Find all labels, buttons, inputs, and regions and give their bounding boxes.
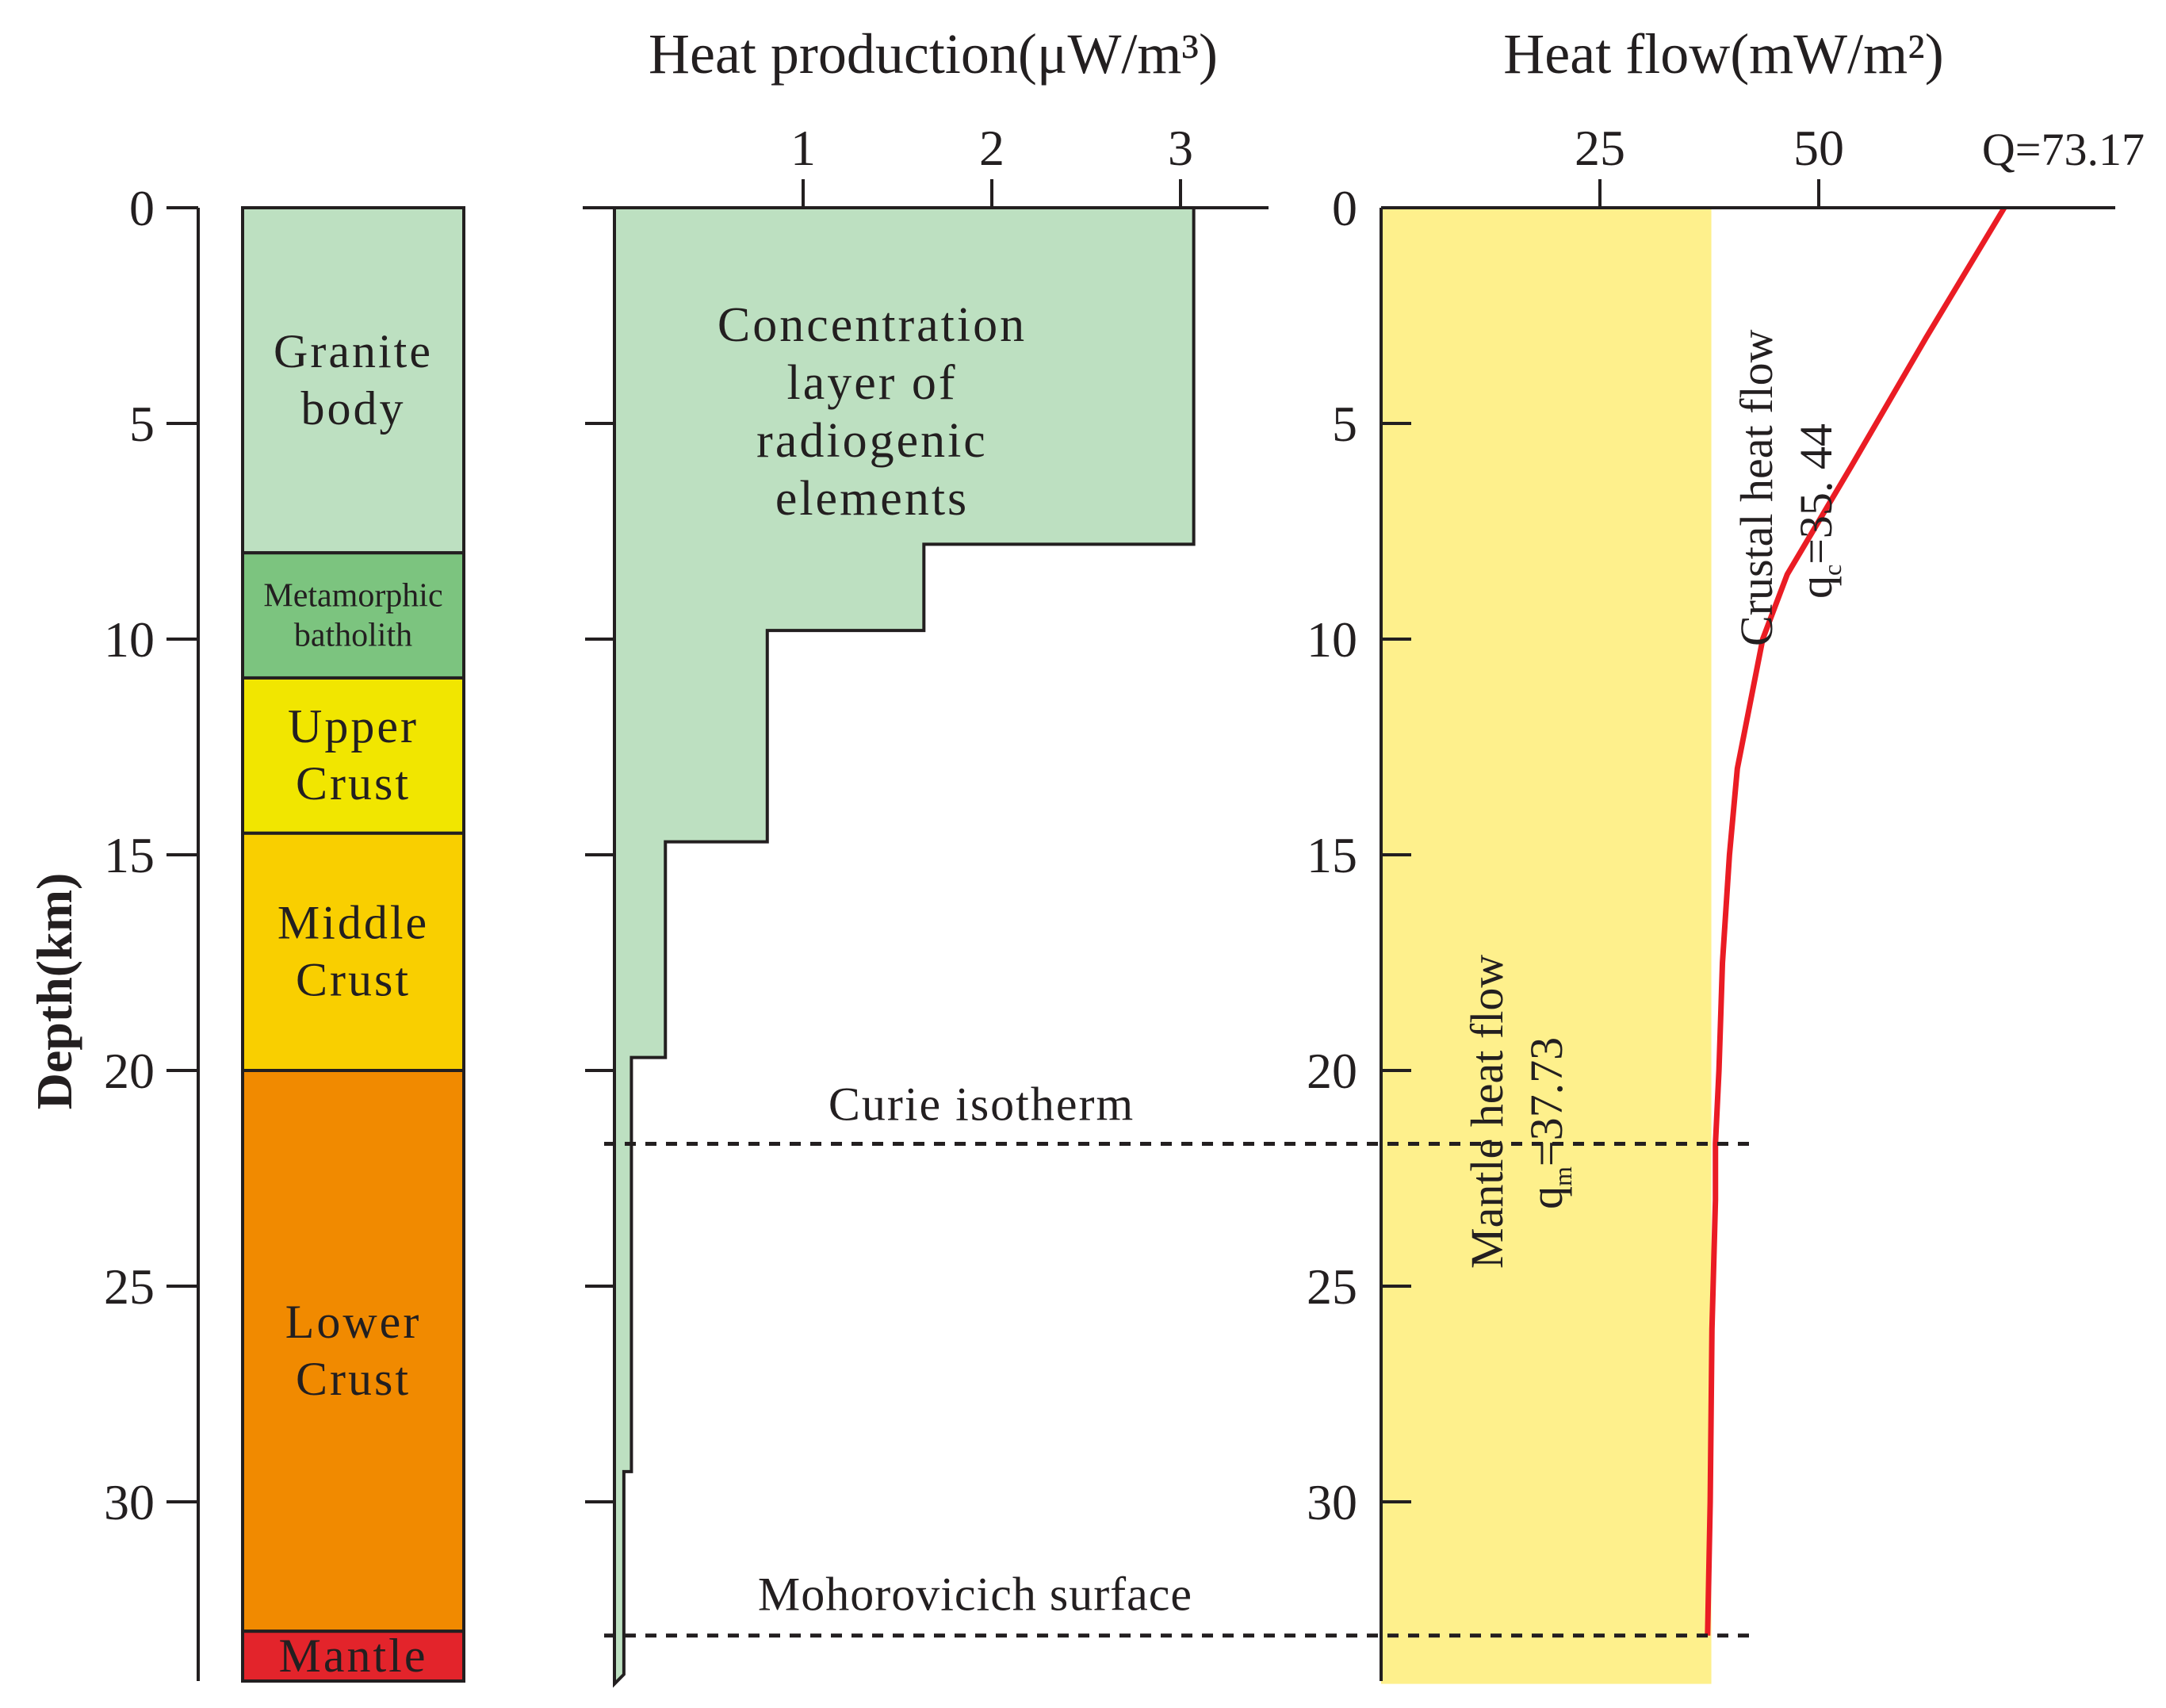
lithology-layers: GranitebodyMetamorphicbatholithUpperCrus…: [241, 206, 465, 1683]
depth-tick-label: 25: [104, 1258, 155, 1315]
mantle-heat-flow-area: [1381, 208, 1712, 1684]
lithology-layer-label: Metamorphic: [263, 578, 442, 615]
lithology-layer-label: Upper: [288, 700, 419, 753]
lithology-layer-label: Crust: [296, 954, 411, 1006]
depth-axis-label: Depth(km): [26, 873, 82, 1110]
heat-flow-axes: 25 50 0 5 10 15 20 25 30: [1307, 120, 2115, 1681]
lithology-layer-label: Lower: [285, 1296, 422, 1348]
depth-tick-label: 10: [104, 611, 155, 668]
heat-production-panel: Heat production(μW/m³) 1 2 3 Concentration…: [583, 22, 1269, 1688]
heat-production-axes: 1 2 3: [583, 120, 1269, 1503]
crustal-q-symbol: qc=35. 44: [1790, 423, 1846, 599]
heat-flow-y-tick-label: 20: [1307, 1043, 1357, 1099]
lithology-depth-axis: 0 5 10 15 20 25 30: [104, 180, 200, 1681]
heat-production-x-tick-label: 2: [979, 120, 1005, 176]
crustal-heat-flow-label: Crustal heat flow: [1731, 329, 1782, 646]
lithology-layer-label: Granite: [274, 325, 433, 377]
crustal-q-value: =35. 44: [1790, 423, 1842, 565]
heat-flow-y-tick-label: 30: [1307, 1474, 1357, 1530]
depth-tick-label: 15: [104, 827, 155, 883]
lithology-layer: [241, 206, 465, 555]
lithology-layer-label: Mantle: [279, 1629, 428, 1682]
heat-flow-x-tick-label: 50: [1793, 120, 1844, 176]
mantle-heat-flow-label: Mantle heat flow: [1461, 955, 1513, 1269]
heat-production-x-tick-label: 3: [1168, 120, 1193, 176]
heat-production-x-tick-label: 1: [790, 120, 816, 176]
depth-tick-label: 20: [104, 1043, 155, 1099]
heat-flow-y-tick-label: 25: [1307, 1258, 1357, 1315]
heat-flow-y-tick-label: 15: [1307, 827, 1357, 883]
concentration-annotation-line: radiogenic: [756, 414, 988, 468]
heat-production-area: [613, 206, 1196, 1688]
lithology-layer: [241, 551, 465, 680]
lithology-layer: [241, 1629, 465, 1683]
heat-production-title: Heat production(μW/m³): [649, 22, 1218, 86]
crustal-q-subscript: c: [1818, 565, 1846, 576]
moho-label: Mohorovicich surface: [758, 1568, 1192, 1621]
heat-flow-x-tick-label: 25: [1575, 120, 1625, 176]
lithology-layer: [241, 1069, 465, 1633]
depth-tick-label: 5: [129, 396, 155, 452]
depth-tick-label: 30: [104, 1474, 155, 1530]
lithology-layer-label: batholith: [294, 618, 412, 654]
concentration-annotation-line: layer of: [786, 356, 957, 410]
mantle-q-subscript: m: [1548, 1166, 1577, 1186]
concentration-annotation-line: elements: [775, 472, 969, 526]
heat-flow-y-tick-label: 10: [1307, 611, 1357, 668]
reference-lines: Curie isotherm Mohorovicich surface: [604, 1078, 1752, 1638]
heat-flow-title: Heat flow(mW/m²): [1503, 22, 1943, 86]
lithology-layer-label: Crust: [296, 757, 411, 810]
heat-flow-curve: [1705, 206, 2007, 1636]
crustal-heat-flow-annotation: Crustal heat flow qc=35. 44: [1731, 329, 1846, 646]
lithology-layer-label: Crust: [296, 1353, 411, 1405]
lithology-layer-label: Middle: [277, 897, 429, 949]
mantle-q-value: =37.73: [1521, 1037, 1572, 1166]
concentration-annotation-line: Concentration: [718, 298, 1027, 352]
heat-flow-y-tick-label: 5: [1332, 396, 1357, 452]
depth-tick-label: 0: [129, 180, 155, 236]
heat-flow-panel: Heat flow(mW/m²) 25 50 0 5 10 15 20 25 30 Q=73.1…: [1307, 22, 2145, 1684]
lithology-layer: [241, 676, 465, 835]
curie-isotherm-label: Curie isotherm: [829, 1078, 1135, 1130]
lithology-layer-label: body: [301, 382, 406, 435]
lithology-layer: [241, 831, 465, 1073]
heat-flow-y-tick-label: 0: [1332, 180, 1357, 236]
total-heat-flow-label: Q=73.17: [1982, 124, 2145, 175]
